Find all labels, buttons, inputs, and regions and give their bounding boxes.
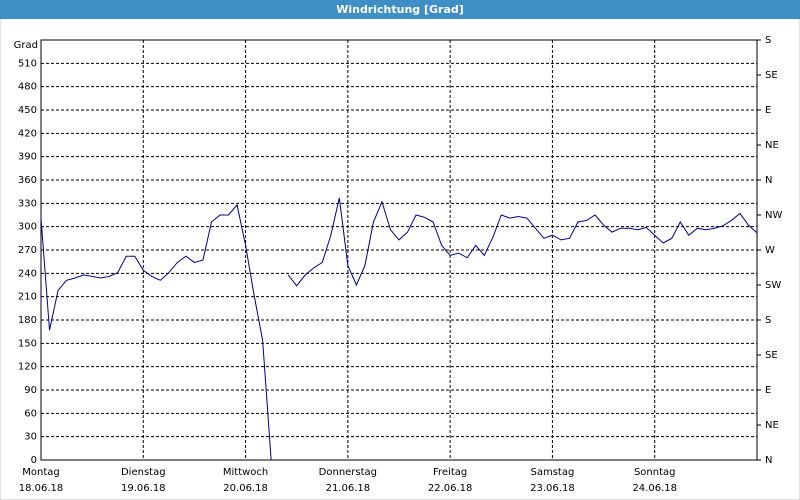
- y-tick-label: 210: [18, 292, 37, 303]
- y2-tick-label: W: [765, 245, 775, 256]
- y2-tick-label: N: [765, 175, 772, 186]
- y-tick-label: 0: [31, 455, 37, 466]
- x-tick-date: 19.06.18: [121, 483, 166, 494]
- y2-tick-label: NW: [765, 210, 782, 221]
- y-tick-label: 330: [18, 198, 37, 209]
- x-tick-date: 20.06.18: [223, 483, 268, 494]
- x-tick-label: Mittwoch: [223, 467, 268, 478]
- y-tick-label: 390: [18, 152, 37, 163]
- x-tick-date: 21.06.18: [326, 483, 371, 494]
- y-tick-label: 180: [18, 315, 37, 326]
- x-tick-label: Sonntag: [634, 467, 676, 478]
- y-tick-label: 480: [18, 82, 37, 93]
- x-tick-label: Montag: [22, 467, 59, 478]
- x-tick-date: 23.06.18: [530, 483, 575, 494]
- y2-tick-label: S: [765, 315, 771, 326]
- y2-tick-label: NE: [765, 140, 779, 151]
- x-tick-label: Dienstag: [121, 467, 166, 478]
- y2-tick-label: S: [765, 35, 771, 46]
- y-tick-label: 30: [24, 432, 37, 443]
- y2-tick-label: SE: [765, 350, 778, 361]
- y-tick-label: 120: [18, 362, 37, 373]
- y-tick-label: 60: [24, 408, 37, 419]
- y-tick-label: 90: [24, 385, 37, 396]
- y-tick-label: 420: [18, 128, 37, 139]
- y-tick-label: 300: [18, 222, 37, 233]
- y2-tick-label: E: [765, 385, 771, 396]
- x-tick-date: 24.06.18: [632, 483, 677, 494]
- x-tick-label: Freitag: [433, 467, 467, 478]
- y2-tick-label: NE: [765, 420, 779, 431]
- y-axis-label: Grad: [14, 40, 38, 51]
- x-tick-label: Donnerstag: [319, 467, 377, 478]
- data-line: [40, 197, 758, 461]
- y2-tick-label: E: [765, 105, 771, 116]
- x-tick-label: Samstag: [531, 467, 575, 478]
- plot-frame: [40, 39, 758, 461]
- x-tick-date: 22.06.18: [428, 483, 473, 494]
- y-tick-label: 450: [18, 105, 37, 116]
- y-tick-label: 270: [18, 245, 37, 256]
- y-tick-label: 150: [18, 338, 37, 349]
- y-tick-label: 360: [18, 175, 37, 186]
- y-tick-label: 240: [18, 268, 37, 279]
- x-tick-date: 18.06.18: [19, 483, 64, 494]
- y2-tick-label: N: [765, 455, 772, 466]
- y2-tick-label: SW: [765, 280, 781, 291]
- chart-title: Windrichtung [Grad]: [336, 3, 464, 16]
- y2-tick-label: SE: [765, 70, 778, 81]
- title-bar: [0, 0, 800, 19]
- y-tick-label: 510: [18, 58, 37, 69]
